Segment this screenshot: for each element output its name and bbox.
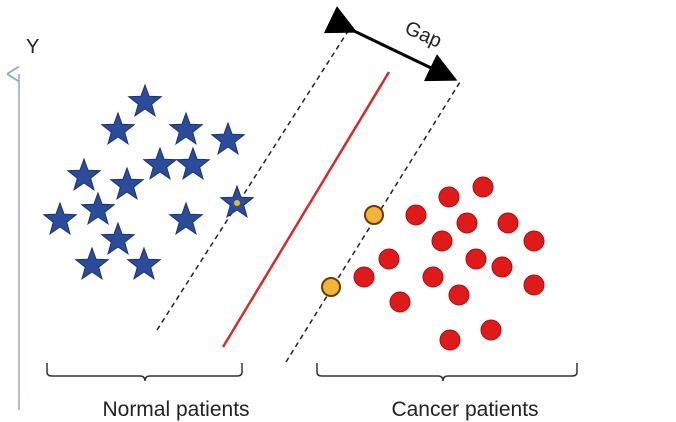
normal-patients-label: Normal patients <box>102 398 249 421</box>
circle-icon <box>456 212 478 234</box>
star-icon <box>168 111 204 145</box>
gap-arrow <box>323 6 458 82</box>
star-icon <box>175 146 211 180</box>
support-star-marker <box>234 200 240 206</box>
circle-icon <box>523 230 545 252</box>
star-icon <box>126 246 162 280</box>
circle-icon <box>439 329 461 351</box>
cancer-patients-group <box>321 176 545 351</box>
circle-icon <box>431 230 453 252</box>
circle-icon <box>378 248 400 270</box>
circle-icon <box>405 204 427 226</box>
circle-icon <box>465 248 487 270</box>
circle-icon <box>497 212 519 234</box>
margin-line-left <box>156 27 351 331</box>
circle-icon <box>448 284 470 306</box>
circle-icon <box>353 266 375 288</box>
cancer-patients-label: Cancer patients <box>391 398 538 421</box>
circle-icon <box>491 256 513 278</box>
star-icon <box>142 146 178 180</box>
circle-icon <box>523 274 545 296</box>
star-icon <box>210 121 246 155</box>
support-circle-icon <box>321 277 341 297</box>
star-icon <box>74 246 110 280</box>
circle-icon <box>389 291 411 313</box>
support-circle-icon <box>364 205 384 225</box>
y-axis-label: Y <box>26 36 39 58</box>
hyperplane-line <box>221 71 391 348</box>
circle-icon <box>438 186 460 208</box>
star-icon <box>66 157 102 191</box>
normal-patients-brace <box>46 363 243 382</box>
star-icon <box>168 201 204 235</box>
star-icon <box>109 166 145 200</box>
star-icon <box>100 221 136 255</box>
circle-icon <box>472 176 494 198</box>
star-icon <box>100 111 136 145</box>
circle-icon <box>480 319 502 341</box>
normal-patients-group <box>42 83 255 280</box>
star-icon <box>42 201 78 235</box>
star-icon <box>127 83 163 117</box>
gap-label: Gap <box>402 17 445 52</box>
cancer-patients-brace <box>316 363 578 382</box>
star-icon <box>80 191 116 225</box>
circle-icon <box>422 266 444 288</box>
